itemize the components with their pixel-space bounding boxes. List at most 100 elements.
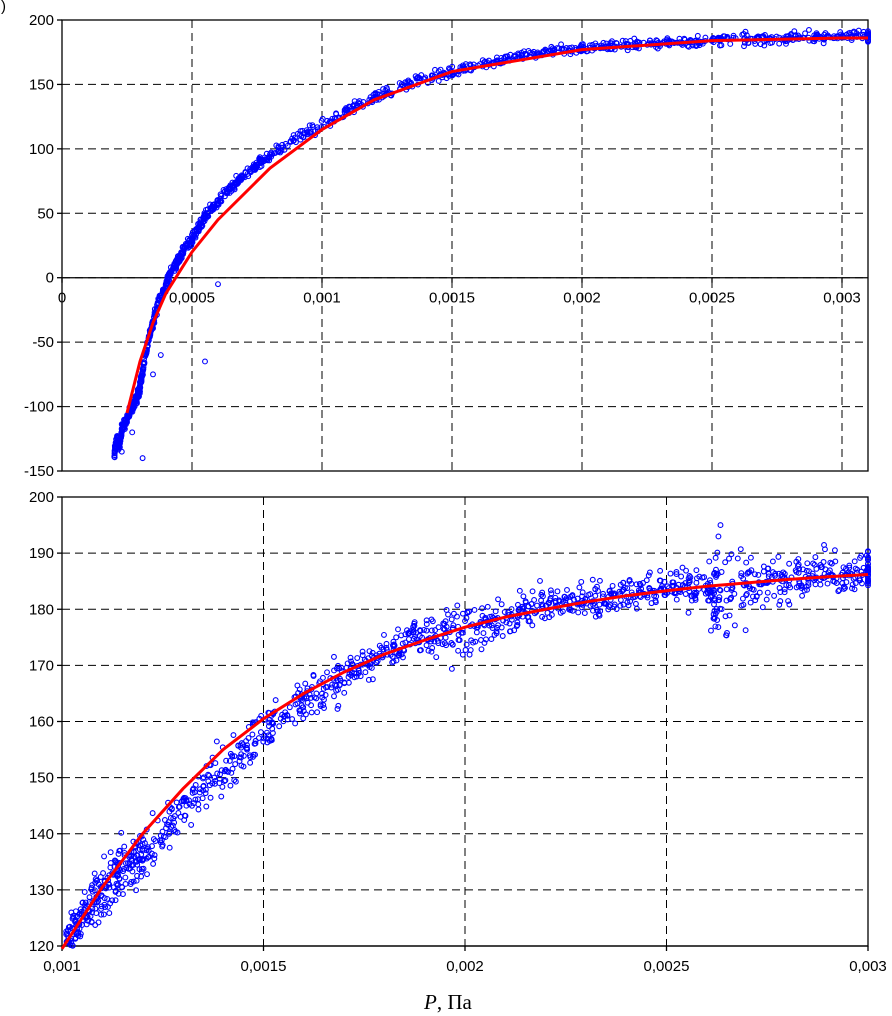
data-point-outlier [157,352,164,358]
data-point [849,581,856,588]
data-point [627,598,634,605]
data-point [731,590,738,597]
data-point [563,595,570,602]
data-point [865,548,871,555]
data-point [100,870,107,877]
data-point [765,565,772,572]
data-point [805,26,812,33]
y-tick-label: 150 [29,770,54,787]
data-point [449,63,456,70]
data-point [249,731,256,738]
data-point [112,897,119,904]
data-point [170,264,177,271]
x-tick-label: 0,003 [849,958,887,975]
data-point [215,201,222,208]
x-tick-label: 0,001 [303,290,341,307]
data-point [116,847,123,854]
data-point [203,803,210,810]
data-point [738,573,745,580]
data-point [423,642,430,649]
data-point [331,693,337,700]
data-point [806,568,812,575]
data-point [617,602,624,609]
data-point [205,771,212,778]
data-point [462,618,468,624]
data-point [112,887,119,894]
data-point [319,674,326,681]
data-point [516,587,523,594]
data-point [166,844,173,851]
data-point [410,629,417,636]
data-point [738,570,745,577]
data-point [324,684,331,690]
data-point [252,737,259,744]
y-tick-label: 140 [29,826,54,843]
data-point [302,711,309,718]
data-point [310,673,317,679]
data-point [168,805,175,812]
data-point [831,547,838,554]
data-point [247,759,254,766]
data-point [692,596,699,603]
data-point [421,626,427,633]
data-point [713,566,719,573]
data-point [569,592,576,599]
x-axis-label: P, Па [423,990,472,1014]
data-point [302,680,309,687]
data-point [502,53,509,60]
data-point [596,577,603,584]
data-point [173,799,180,806]
data-point [585,591,592,598]
data-point [416,75,423,82]
data-point [98,911,105,918]
data-point [362,669,369,676]
data-point [493,628,500,635]
data-point [230,732,237,738]
data-point [162,834,169,841]
y-tick-label: 160 [29,714,54,731]
data-point [131,400,138,407]
data-point [144,871,150,878]
data-point [287,138,294,145]
data-point [216,195,223,202]
data-point [240,763,247,770]
data-point [454,613,460,620]
data-point [554,588,561,595]
data-point [609,582,616,589]
data-point [574,595,581,602]
data-point [804,560,811,567]
panel-label-fragment: ) [1,0,6,15]
data-point [216,775,223,782]
data-point [633,605,640,612]
data-point [205,209,212,216]
data-point [81,889,88,895]
data-point [122,874,129,881]
data-point [113,880,120,887]
data-point [243,745,250,752]
data-point [842,585,848,591]
data-point [200,774,207,781]
data-point [174,829,181,836]
data-point [826,567,833,574]
data-point [463,615,470,621]
data-point [118,829,125,836]
fit-curve [125,36,868,414]
data-point [324,117,331,124]
data-point [471,607,478,613]
data-point [765,570,772,577]
data-point [539,613,546,620]
data-point-outlier [129,429,136,436]
data-point [762,32,768,38]
data-point [134,861,141,868]
data-point [321,705,327,711]
data-point [781,570,788,577]
data-point [238,744,245,751]
data-point [333,682,340,689]
data-point [748,567,755,574]
data-point [723,586,730,593]
data-point [524,614,531,621]
data-point [232,761,239,768]
data-point [341,106,348,113]
data-point [712,623,719,630]
